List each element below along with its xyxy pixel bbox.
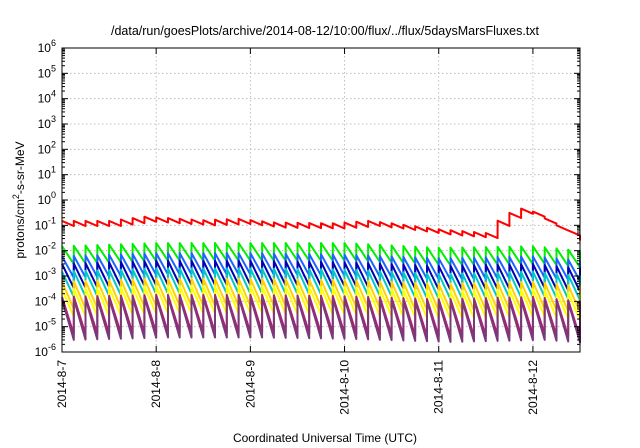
y-tick-label: 10-6 xyxy=(35,342,56,359)
x-tick-label: 2014-8-7 xyxy=(55,360,69,408)
y-axis-label-base: protons/cm xyxy=(13,199,27,258)
y-axis-label-rest: -s-sr-MeV xyxy=(13,141,27,194)
series-line-2 xyxy=(61,252,581,283)
y-tick-label: 103 xyxy=(38,114,56,131)
y-tick-label: 10-1 xyxy=(35,215,56,232)
series-line-8 xyxy=(61,295,581,344)
x-axis-label: Coordinated Universal Time (UTC) xyxy=(233,431,417,445)
series-line-0 xyxy=(61,207,581,241)
y-axis-label: protons/cm2-s-sr-MeV xyxy=(11,141,27,258)
series-line-6 xyxy=(61,285,581,321)
x-tick-label: 2014-8-8 xyxy=(149,360,163,408)
y-tick-label: 10-2 xyxy=(35,241,56,258)
y-tick-label: 105 xyxy=(38,63,56,80)
y-axis-label-sup: 2 xyxy=(11,194,21,199)
chart-title: /data/run/goesPlots/archive/2014-08-12/1… xyxy=(111,24,540,38)
x-tick-label: 2014-8-10 xyxy=(338,360,352,415)
y-tick-label: 100 xyxy=(38,190,56,207)
y-tick-label: 101 xyxy=(38,165,56,182)
series-group xyxy=(61,207,581,344)
x-tick-label: 2014-8-9 xyxy=(243,360,257,408)
series-line-1 xyxy=(61,242,581,269)
x-axis-ticks: 2014-8-7 2014-8-8 2014-8-9 2014-8-10 2014-8-… xyxy=(55,48,540,415)
x-tick-label: 2014-8-11 xyxy=(432,360,446,414)
y-tick-label: 102 xyxy=(38,139,56,156)
y-tick-label: 104 xyxy=(38,89,56,106)
series-line-5 xyxy=(61,277,581,314)
series-line-3 xyxy=(61,259,581,293)
series-line-4 xyxy=(61,267,581,302)
y-tick-label: 10-4 xyxy=(35,291,56,308)
y-tick-label: 10-5 xyxy=(35,317,56,334)
y-tick-label: 10-3 xyxy=(35,266,56,283)
y-tick-label: 106 xyxy=(38,38,56,55)
x-tick-label: 2014-8-12 xyxy=(526,360,540,415)
